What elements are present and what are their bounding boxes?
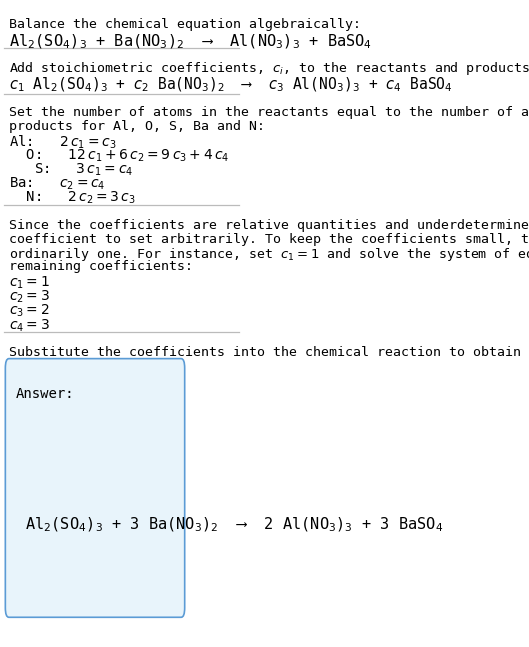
Text: coefficient to set arbitrarily. To keep the coefficients small, the arbitrary va: coefficient to set arbitrarily. To keep …	[9, 233, 529, 246]
Text: products for Al, O, S, Ba and N:: products for Al, O, S, Ba and N:	[9, 120, 265, 133]
Text: $c_4 = 3$: $c_4 = 3$	[9, 317, 50, 333]
Text: Set the number of atoms in the reactants equal to the number of atoms in the: Set the number of atoms in the reactants…	[9, 106, 529, 119]
Text: $c_1 = 1$: $c_1 = 1$	[9, 275, 50, 291]
Text: $c_1$ Al$_2$(SO$_4$)$_3$ + $c_2$ Ba(NO$_3$)$_2$  ⟶  $c_3$ Al(NO$_3$)$_3$ + $c_4$: $c_1$ Al$_2$(SO$_4$)$_3$ + $c_2$ Ba(NO$_…	[9, 76, 453, 94]
Text: equation:: equation:	[9, 359, 81, 372]
Text: Ba:   $c_2 = c_4$: Ba: $c_2 = c_4$	[9, 176, 105, 192]
Text: Since the coefficients are relative quantities and underdetermined, choose a: Since the coefficients are relative quan…	[9, 219, 529, 232]
Text: O:   $12\,c_1 + 6\,c_2 = 9\,c_3 + 4\,c_4$: O: $12\,c_1 + 6\,c_2 = 9\,c_3 + 4\,c_4$	[9, 148, 230, 164]
Text: $c_3 = 2$: $c_3 = 2$	[9, 303, 50, 320]
Text: Al$_2$(SO$_4$)$_3$ + 3 Ba(NO$_3$)$_2$  ⟶  2 Al(NO$_3$)$_3$ + 3 BaSO$_4$: Al$_2$(SO$_4$)$_3$ + 3 Ba(NO$_3$)$_2$ ⟶ …	[25, 516, 443, 534]
Text: Balance the chemical equation algebraically:: Balance the chemical equation algebraica…	[9, 18, 361, 31]
Text: $c_2 = 3$: $c_2 = 3$	[9, 289, 50, 305]
Text: ordinarily one. For instance, set $c_1 = 1$ and solve the system of equations fo: ordinarily one. For instance, set $c_1 =…	[9, 247, 529, 263]
Text: Add stoichiometric coefficients, $c_i$, to the reactants and products:: Add stoichiometric coefficients, $c_i$, …	[9, 60, 529, 78]
Text: Answer:: Answer:	[16, 388, 75, 401]
Text: Al$_2$(SO$_4$)$_3$ + Ba(NO$_3$)$_2$  ⟶  Al(NO$_3$)$_3$ + BaSO$_4$: Al$_2$(SO$_4$)$_3$ + Ba(NO$_3$)$_2$ ⟶ Al…	[9, 32, 372, 50]
Text: S:   $3\,c_1 = c_4$: S: $3\,c_1 = c_4$	[9, 162, 133, 179]
Text: N:   $2\,c_2 = 3\,c_3$: N: $2\,c_2 = 3\,c_3$	[9, 190, 136, 206]
Text: Substitute the coefficients into the chemical reaction to obtain the balanced: Substitute the coefficients into the che…	[9, 346, 529, 359]
FancyBboxPatch shape	[5, 358, 185, 617]
Text: remaining coefficients:: remaining coefficients:	[9, 259, 193, 272]
Text: Al:   $2\,c_1 = c_3$: Al: $2\,c_1 = c_3$	[9, 134, 116, 151]
